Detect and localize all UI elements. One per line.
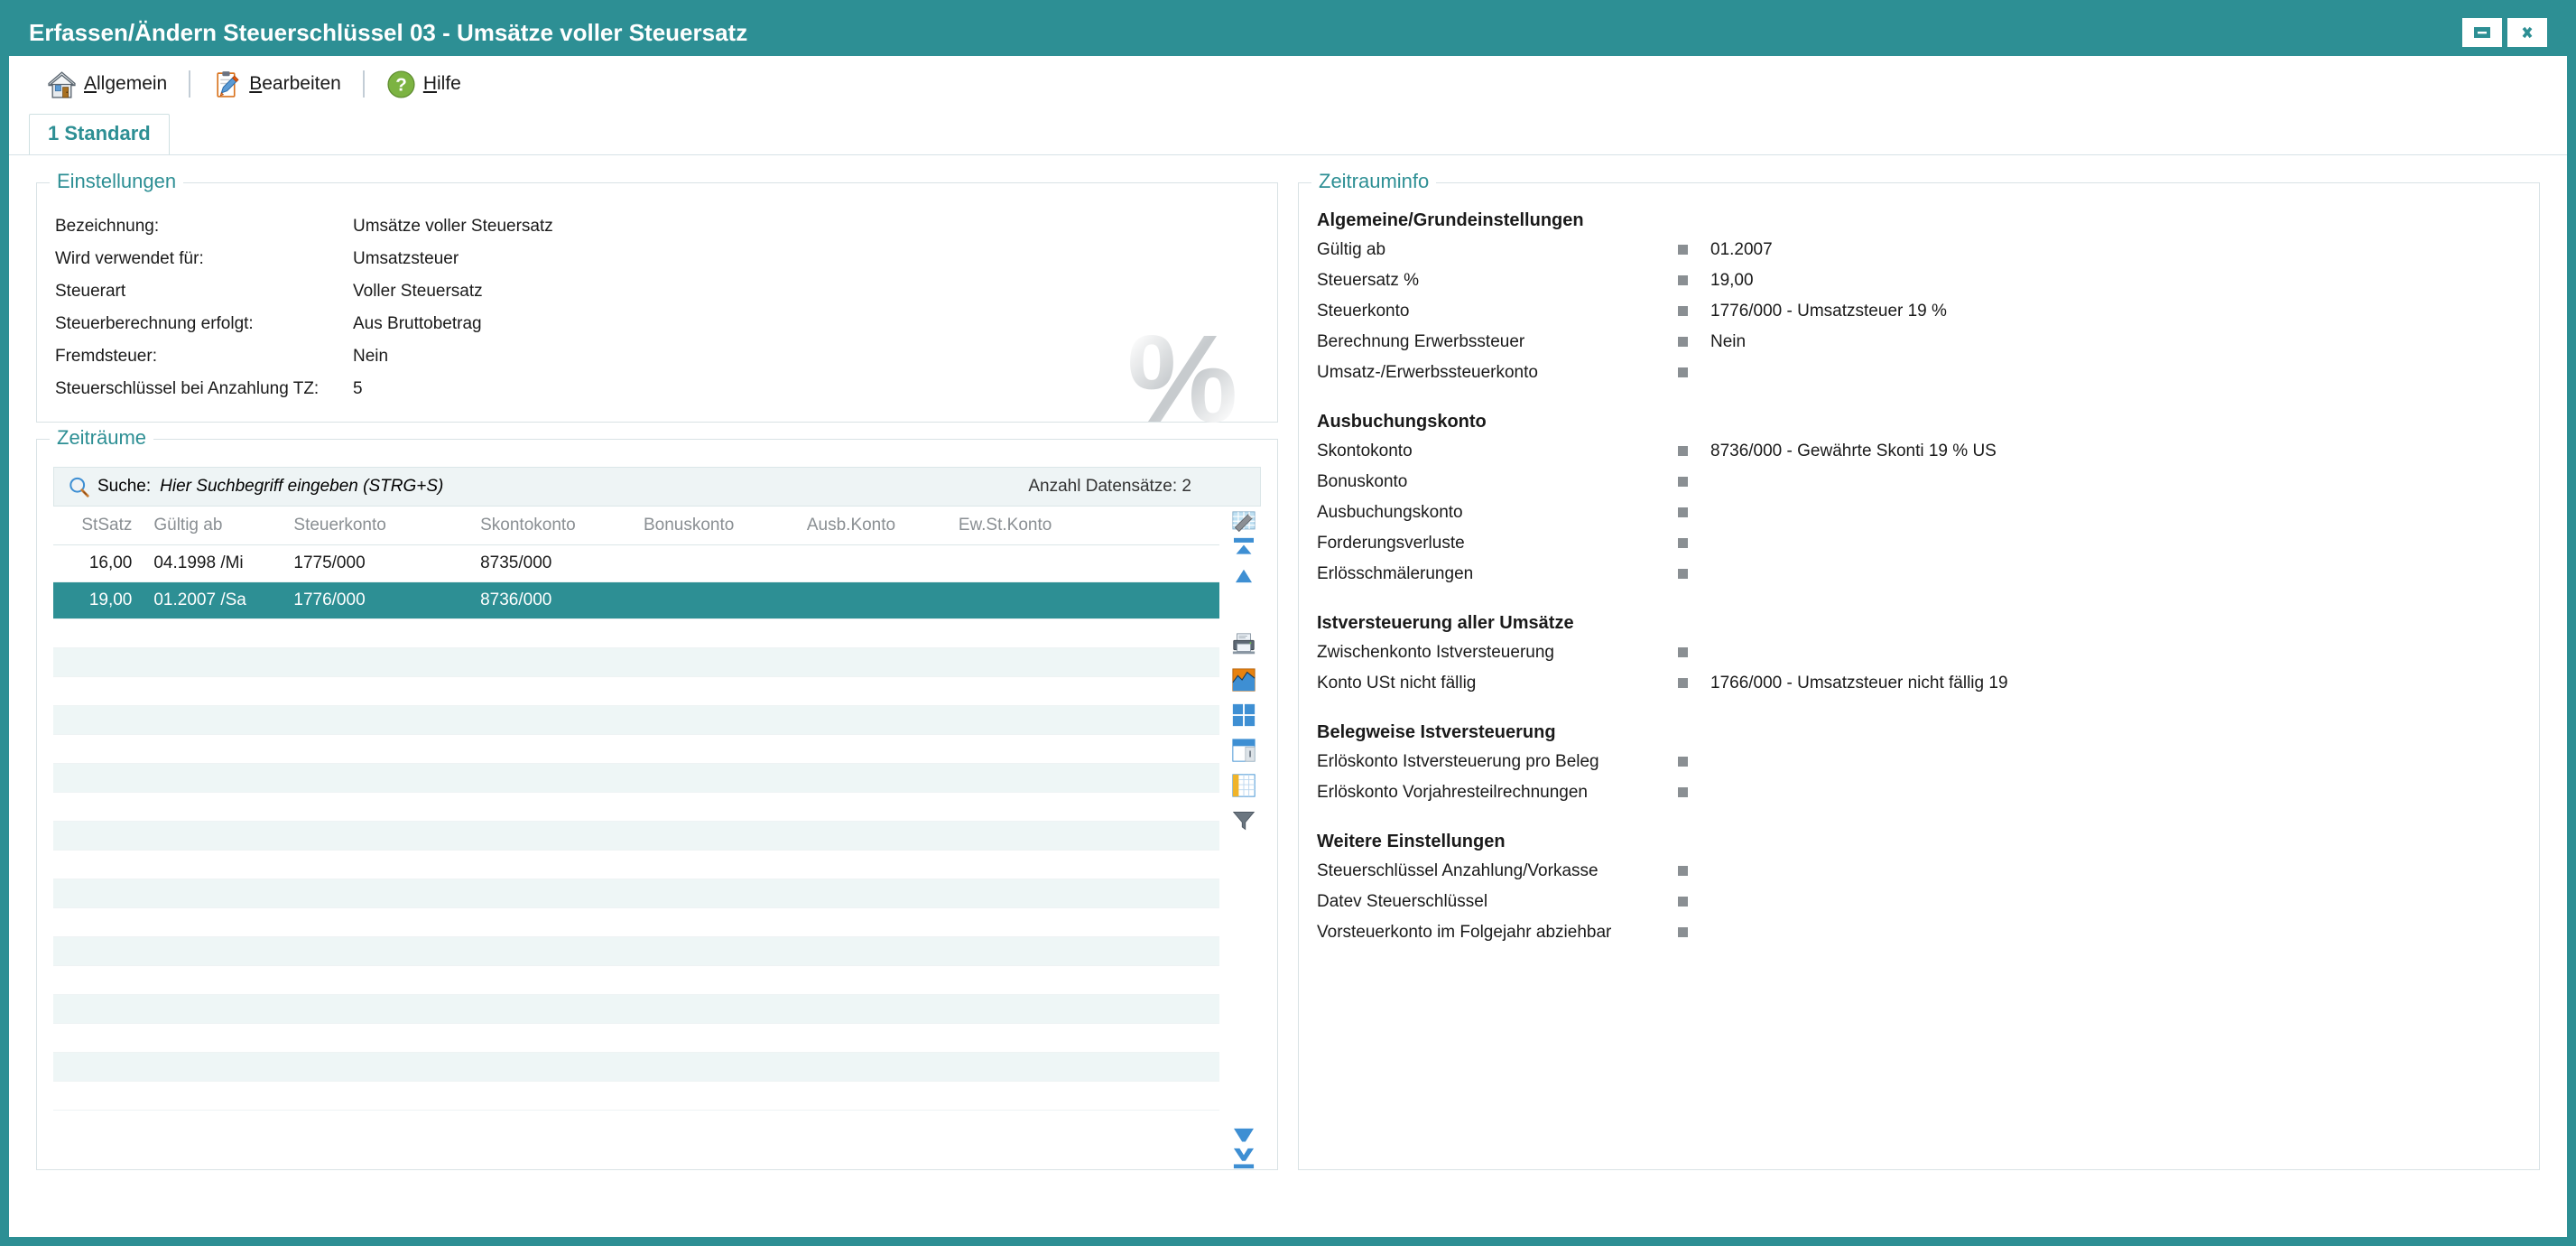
svg-text:?: ? (395, 74, 407, 95)
svg-text:I: I (1249, 749, 1252, 759)
svg-text:%: % (1127, 319, 1238, 449)
